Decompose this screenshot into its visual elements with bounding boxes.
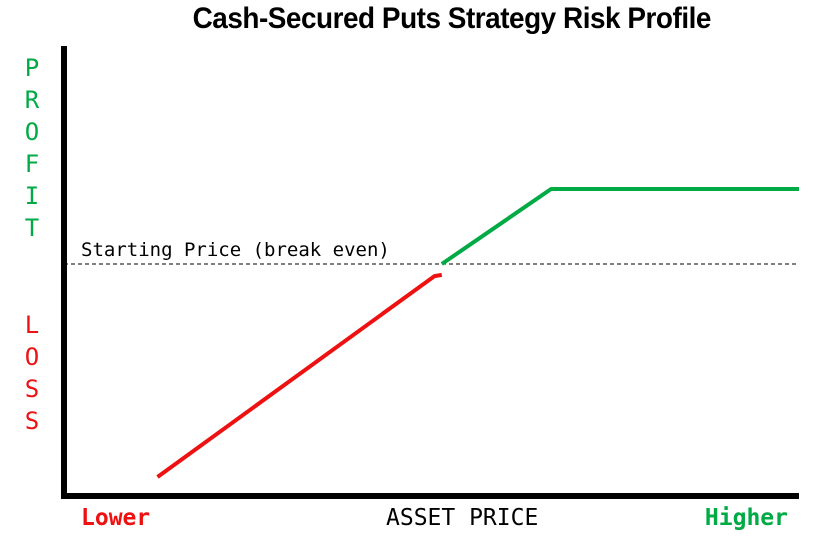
loss-letter-2: S [24, 375, 40, 403]
profit-letter-4: I [24, 182, 40, 210]
loss-letter-1: O [24, 343, 40, 371]
profit-letter-0: P [24, 54, 40, 82]
break-even-label: Starting Price (break even) [81, 239, 390, 261]
series-line-0 [156, 272, 443, 479]
profit-letter-5: T [24, 214, 40, 242]
series-line-1 [440, 187, 799, 266]
profit-letter-1: R [24, 86, 40, 114]
chart-title: Cash-Secured Puts Strategy Risk Profile [192, 2, 712, 35]
profit-letter-2: O [24, 118, 40, 146]
x-axis-lower-label: Lower [81, 505, 151, 531]
x-axis-higher-label: Higher [704, 505, 788, 531]
x-axis-title: ASSET PRICE [386, 505, 539, 531]
profit-letter-3: F [24, 150, 40, 178]
loss-letter-3: S [24, 407, 40, 435]
loss-letter-0: L [24, 311, 40, 339]
